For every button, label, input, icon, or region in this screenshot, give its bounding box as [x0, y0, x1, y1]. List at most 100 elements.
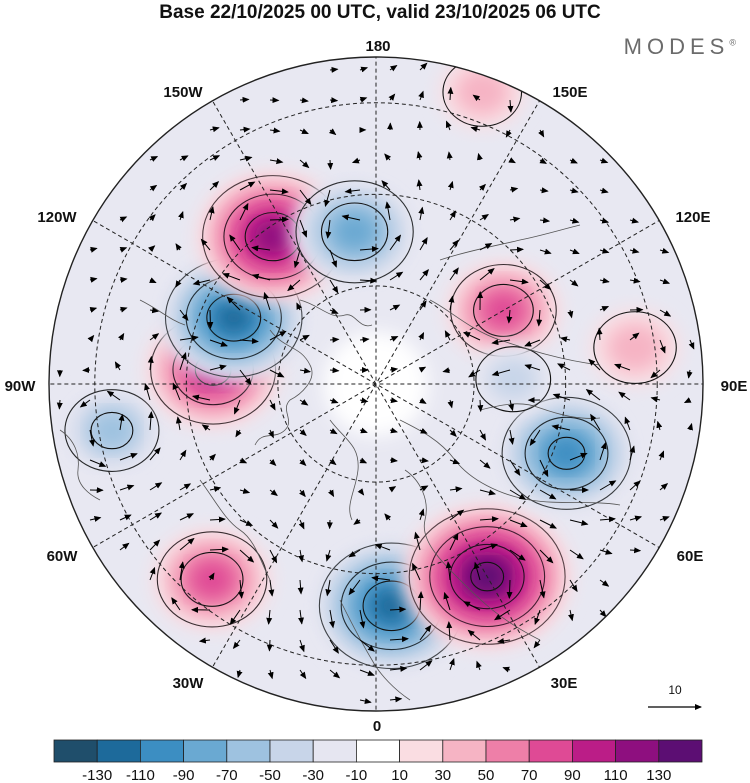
wind-arrow [629, 445, 636, 461]
streamline-ring [64, 389, 160, 472]
wind-arrow [479, 243, 493, 251]
wind-arrow [479, 268, 495, 281]
wind-arrow [509, 459, 521, 476]
wind-arrow [659, 339, 666, 354]
anomaly-low-4 [60, 386, 164, 475]
wind-arrow [119, 216, 128, 223]
wind-arrow [508, 429, 515, 446]
colorbar-swatch [139, 739, 184, 763]
colorbar-swatch [485, 739, 530, 763]
wind-arrow [144, 383, 151, 401]
wind-arrow [479, 543, 499, 551]
streamline-ring [449, 543, 525, 610]
colorbar-tick-label: -70 [216, 767, 238, 783]
wind-arrow [478, 183, 486, 191]
wind-arrow [329, 336, 340, 343]
wind-arrow [348, 549, 361, 558]
wind-arrow [175, 279, 182, 288]
wind-arrow [179, 483, 192, 491]
wind-arrow [524, 339, 541, 347]
wind-arrow [299, 219, 308, 238]
colorbar-swatch [312, 739, 357, 763]
wind-arrow [447, 180, 454, 191]
streamline-ring [320, 202, 389, 262]
wind-arrow [329, 66, 339, 73]
wind-arrow [179, 335, 199, 342]
wind-arrow [449, 509, 465, 521]
wind-arrow [209, 364, 227, 371]
wind-arrow [419, 624, 432, 641]
wind-arrow [506, 579, 513, 599]
lon-label-0: 0 [373, 718, 381, 735]
colorbar-tick-label: -90 [173, 767, 195, 783]
wind-arrow [384, 153, 392, 161]
wind-arrow [479, 214, 489, 221]
streamline-ring [473, 283, 534, 337]
colorbar-swatch [355, 739, 400, 763]
wind-arrow [688, 339, 695, 350]
wind-arrow [198, 637, 211, 644]
lon-label-60w: 60W [47, 548, 79, 565]
wind-arrow [329, 397, 339, 404]
wind-arrow [533, 639, 541, 649]
wind-arrow [114, 361, 122, 371]
wind-arrow [419, 397, 427, 404]
wind-arrow [149, 184, 158, 192]
wind-arrow [119, 542, 130, 551]
wind-arrow [449, 210, 457, 221]
wind-arrow [419, 457, 429, 464]
wind-arrow [389, 665, 408, 672]
anomaly-contour [89, 411, 135, 451]
wind-arrow [329, 458, 337, 466]
wind-arrow [599, 548, 613, 555]
wind-arrow [56, 399, 63, 410]
wind-arrow [557, 363, 571, 371]
wind-arrow [468, 369, 481, 378]
wind-arrow [509, 246, 524, 253]
wind-arrow [509, 489, 527, 500]
wind-arrow [179, 309, 189, 322]
wind-arrow [298, 609, 304, 625]
wind-arrow [79, 399, 91, 408]
wind-arrow [269, 369, 285, 378]
wind-arrow [269, 158, 284, 165]
wind-arrow [222, 272, 241, 281]
wind-arrow [179, 155, 189, 162]
wind-arrow [89, 246, 98, 253]
wind-arrow [599, 609, 607, 618]
wind-arrow [449, 458, 461, 465]
brand-logo: MODES® [624, 34, 736, 60]
wind-arrow [325, 579, 332, 597]
wind-arrow [539, 579, 546, 599]
wind-arrow [509, 278, 529, 285]
wind-arrow [567, 309, 574, 319]
reference-vector: 10 [648, 683, 702, 710]
wind-arrow [418, 206, 425, 221]
colorbar-tick-label: -130 [82, 767, 112, 783]
streamline-ring [475, 346, 552, 413]
wind-arrow [89, 306, 98, 313]
anomaly-contour [488, 357, 539, 401]
streamline-ring [593, 311, 677, 384]
wind-arrow [341, 214, 361, 221]
wind-arrow [384, 513, 392, 521]
wind-arrow [683, 397, 692, 403]
wind-arrow [359, 609, 366, 629]
wind-arrow [147, 411, 154, 431]
anomaly-high-3 [152, 528, 272, 631]
wind-arrow [324, 189, 331, 208]
wind-arrow [417, 591, 424, 611]
wind-arrow [496, 637, 511, 644]
wind-arrow [178, 561, 185, 581]
wind-arrow [629, 332, 640, 341]
wind-arrow [447, 399, 454, 409]
wind-arrow [472, 94, 481, 102]
wind-arrow [329, 428, 338, 435]
wind-arrow [149, 447, 161, 461]
wind-arrow [297, 579, 304, 595]
wind-arrow [149, 333, 160, 341]
wind-arrow [389, 636, 409, 643]
wind-arrow [449, 532, 459, 551]
wind-arrow [419, 269, 429, 281]
wind-arrow [267, 669, 274, 680]
